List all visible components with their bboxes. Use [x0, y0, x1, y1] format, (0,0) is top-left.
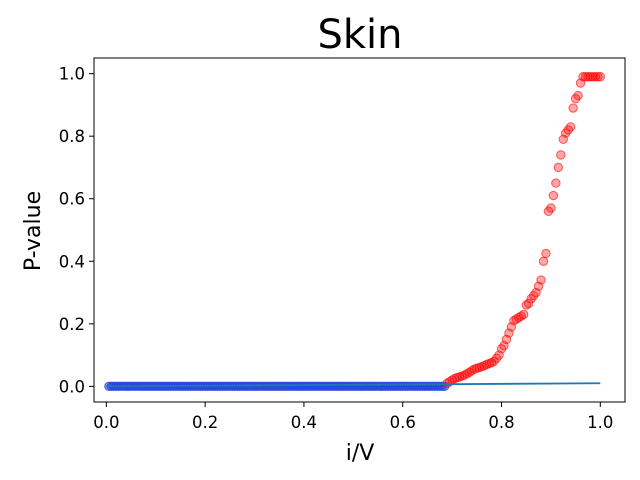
data-point-significant	[538, 256, 549, 266]
reference-line	[106, 382, 601, 388]
data-point-significant	[523, 298, 534, 309]
data-point-significant	[568, 103, 578, 113]
data-point-significant	[548, 190, 559, 201]
x-tick-label: 0.2	[192, 413, 218, 432]
plot-area	[104, 72, 605, 392]
y-tick-label: 0.0	[59, 377, 85, 396]
data-point-significant	[565, 122, 576, 132]
x-tick-label: 1.0	[587, 413, 613, 432]
y-tick-label: 0.6	[59, 190, 85, 209]
data-point-significant	[541, 248, 551, 259]
data-point-significant	[595, 72, 605, 82]
y-axis: 0.0 0.2 0.4 0.6 0.8 1.0	[59, 65, 94, 396]
x-tick-label: 0.4	[291, 413, 317, 432]
data-point-significant	[580, 72, 591, 82]
x-tick-label: 0.6	[390, 413, 416, 432]
data-point-significant	[583, 72, 593, 82]
data-point-significant	[556, 150, 566, 160]
x-tick-label: 0.8	[488, 413, 514, 432]
data-point-significant	[585, 72, 596, 82]
x-axis-label: i/V	[346, 441, 375, 466]
y-tick-label: 1.0	[59, 65, 85, 84]
data-point-significant	[590, 72, 601, 82]
data-point-significant	[546, 203, 556, 213]
x-tick-label: 0.0	[93, 413, 119, 432]
y-tick-label: 0.8	[59, 127, 85, 146]
data-point-significant	[551, 178, 561, 188]
data-point-significant	[588, 72, 598, 82]
x-axis: 0.0 0.2 0.4 0.6 0.8 1.0	[93, 402, 613, 432]
plot-frame	[93, 57, 626, 403]
y-axis-label: P-value	[21, 191, 46, 271]
y-tick-label: 0.4	[59, 252, 85, 271]
data-point-significant	[573, 90, 583, 101]
y-tick-label: 0.2	[59, 315, 85, 334]
data-point-significant	[536, 275, 546, 285]
data-point-significant	[553, 162, 564, 173]
chart-title: Skin	[317, 12, 402, 58]
data-point-significant	[578, 72, 588, 82]
data-point-significant	[519, 309, 529, 320]
data-point-significant	[593, 72, 603, 82]
